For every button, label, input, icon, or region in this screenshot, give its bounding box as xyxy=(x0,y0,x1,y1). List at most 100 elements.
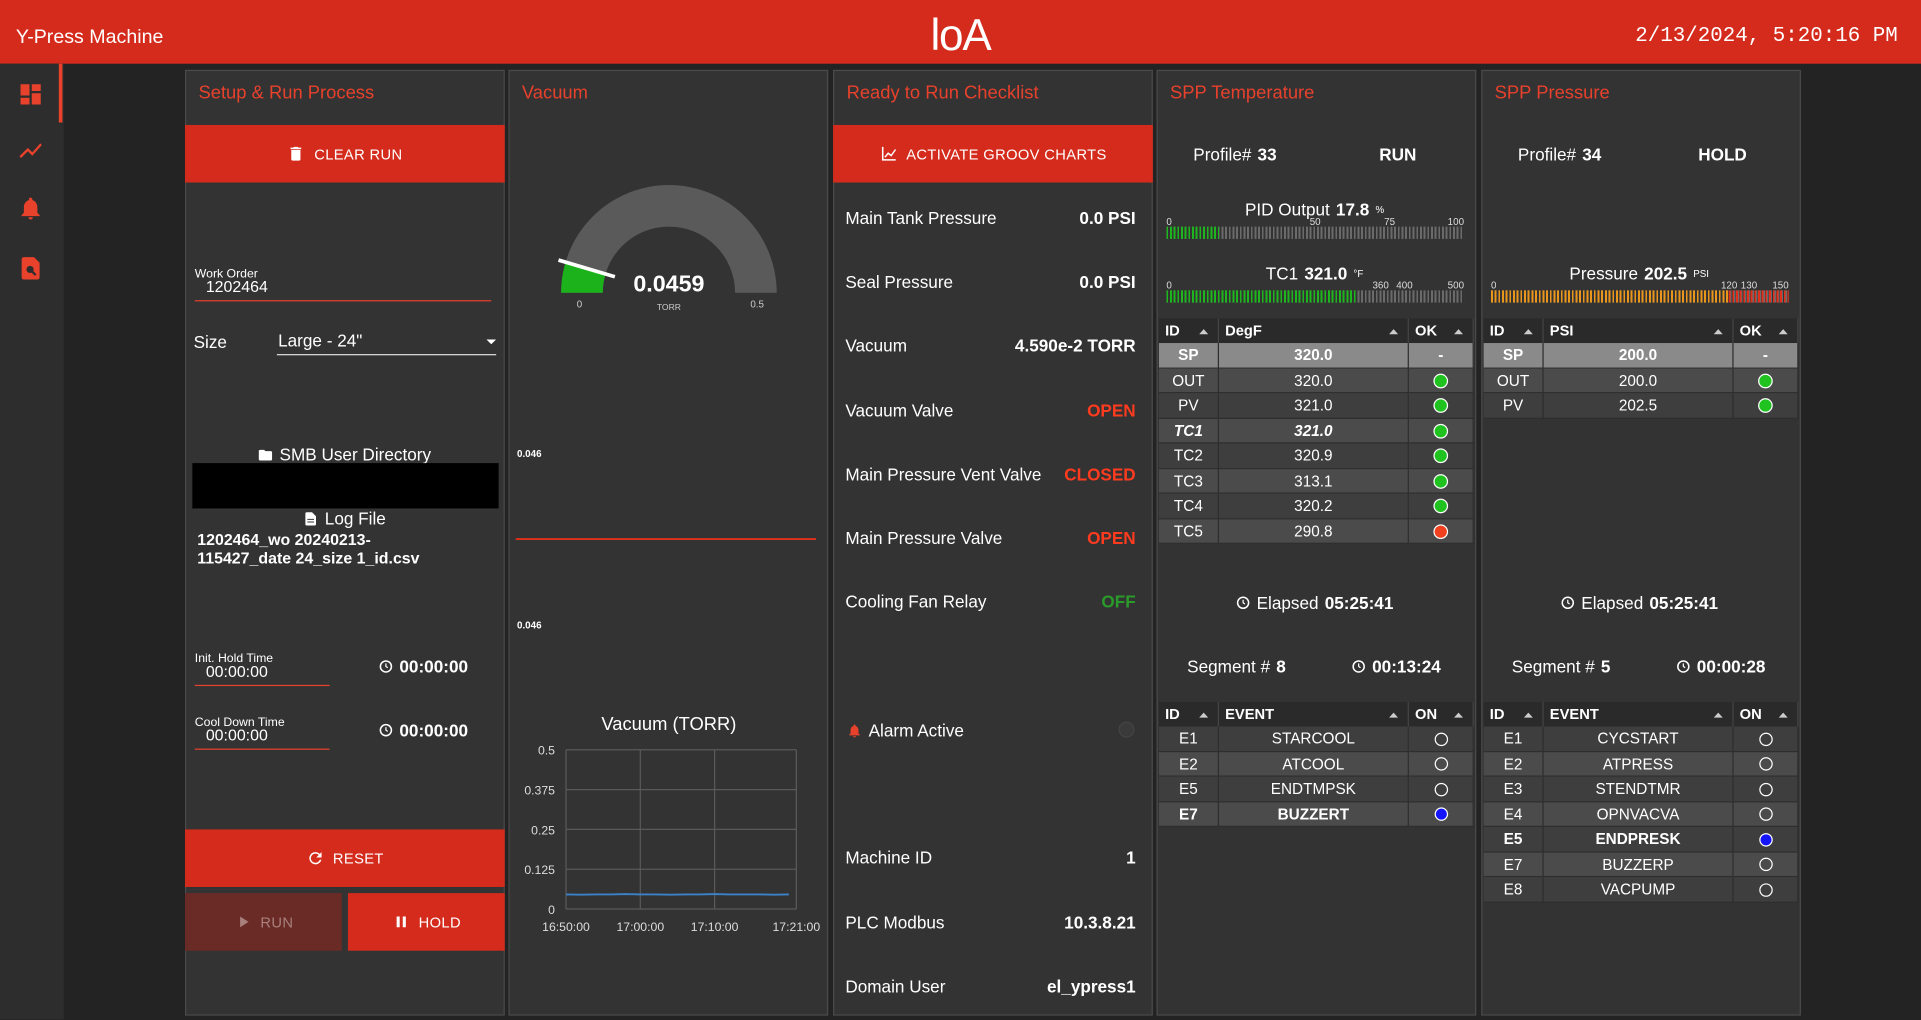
segment: Segment #5 xyxy=(1512,657,1611,677)
table-cell: ATCOOL xyxy=(1219,751,1409,777)
activate-charts-button[interactable]: ACTIVATE GROOV CHARTS xyxy=(833,124,1153,183)
icon-shape xyxy=(26,265,34,274)
column-header[interactable]: OK xyxy=(1734,318,1799,344)
cell-text: E8 xyxy=(1503,881,1523,899)
column-header[interactable]: ID xyxy=(1159,701,1220,727)
column-header[interactable]: EVENT xyxy=(1544,701,1734,727)
cell-text: 320.9 xyxy=(1294,447,1333,465)
meter-tick-label: 500 xyxy=(1447,279,1465,291)
cell-text: 313.1 xyxy=(1294,472,1333,490)
table-cell: E2 xyxy=(1484,751,1544,777)
cell-text: 320.0 xyxy=(1294,347,1333,365)
cell-text: 200.0 xyxy=(1618,347,1658,365)
nav-button[interactable] xyxy=(17,255,44,282)
text: 8 xyxy=(1276,656,1286,677)
column-header[interactable]: ID xyxy=(1159,318,1220,344)
refresh-icon xyxy=(309,852,322,865)
play-icon xyxy=(239,916,248,928)
table-row xyxy=(1483,726,1799,752)
column-header[interactable]: ON xyxy=(1409,701,1474,727)
table-row xyxy=(1158,518,1474,544)
panel xyxy=(508,69,829,1016)
event-dot xyxy=(1758,732,1773,746)
table-cell: 320.0 xyxy=(1219,343,1409,369)
time-input: 00:00:00 xyxy=(205,725,268,745)
info-label: Machine ID xyxy=(845,847,933,868)
table-cell: E3 xyxy=(1484,776,1544,802)
sort-icon xyxy=(1778,712,1788,718)
meter-tick-label: 75 xyxy=(1384,216,1396,228)
table-row xyxy=(1483,368,1799,394)
table-cell: TC2 xyxy=(1159,443,1220,469)
cell-text: TC1 xyxy=(1173,422,1203,440)
column-header[interactable]: DegF xyxy=(1219,318,1409,344)
cell-text: PV xyxy=(1502,397,1524,415)
column-header[interactable]: ON xyxy=(1734,701,1799,727)
reset-button[interactable]: RESET xyxy=(184,829,505,887)
table-cell xyxy=(1734,826,1799,853)
event-dot xyxy=(1434,807,1448,822)
table-cell xyxy=(1734,751,1799,777)
table-cell: 290.8 xyxy=(1219,518,1409,544)
meter-tick-label: 150 xyxy=(1772,279,1789,291)
table-row xyxy=(1158,368,1474,394)
nav-button[interactable] xyxy=(17,81,44,108)
table-cell: E1 xyxy=(1484,726,1544,752)
nav-button[interactable] xyxy=(17,195,44,222)
cell-text: STARCOOL xyxy=(1271,730,1355,748)
field-label: Size xyxy=(193,332,227,352)
icon-shape xyxy=(19,143,42,158)
cell-text: ENDTMPSK xyxy=(1270,780,1356,798)
clear-run-button[interactable]: CLEAR RUN xyxy=(184,124,505,183)
icon-shape xyxy=(1523,328,1533,334)
table-cell: TC1 xyxy=(1159,418,1220,444)
sort-icon xyxy=(1523,328,1533,334)
table-cell: 321.0 xyxy=(1219,418,1409,444)
segment-timer: 00:00:28 xyxy=(1676,657,1765,676)
table-cell xyxy=(1409,443,1474,469)
clock-icon xyxy=(1677,660,1690,673)
table-row xyxy=(1483,877,1799,903)
table-cell: OUT xyxy=(1484,368,1544,394)
table-cell: - xyxy=(1734,343,1799,369)
status-dot xyxy=(1433,473,1449,489)
column-header[interactable]: EVENT xyxy=(1219,701,1409,727)
cell-text: ATPRESS xyxy=(1602,755,1674,773)
table-cell: OPNVACVA xyxy=(1544,801,1734,827)
table-cell xyxy=(1409,518,1474,544)
folder-icon xyxy=(258,449,273,460)
meter-tick-label: 100 xyxy=(1447,216,1465,228)
cell-text: E5 xyxy=(1503,830,1523,849)
hold-button[interactable]: HOLD xyxy=(347,893,505,951)
column-header[interactable]: PSI xyxy=(1544,318,1734,344)
button-label: RESET xyxy=(332,849,384,867)
table-header xyxy=(1158,701,1474,727)
button-label: RUN xyxy=(260,913,294,931)
table-cell: ENDPRESK xyxy=(1544,826,1734,853)
column-header[interactable]: ID xyxy=(1484,318,1544,344)
table-cell: ENDTMPSK xyxy=(1219,776,1409,802)
table-cell: VACPUMP xyxy=(1544,877,1734,903)
panel-title: Vacuum xyxy=(521,82,588,104)
sort-icon xyxy=(1454,328,1464,334)
header-text: ID xyxy=(1165,705,1180,723)
meter-tick-label: 50 xyxy=(1309,216,1321,228)
icon-shape xyxy=(20,84,41,105)
alarm-led xyxy=(1118,721,1135,738)
run-button[interactable]: RUN xyxy=(184,893,342,951)
log-file-name: 1202464_wo 20240213-115427_date 24_size … xyxy=(197,530,420,568)
datetime: 2/13/2024, 5:20:16 PM xyxy=(1635,25,1898,49)
table-cell: 200.0 xyxy=(1544,368,1734,394)
table-cell xyxy=(1734,368,1799,394)
nav-button[interactable] xyxy=(17,137,44,164)
column-header[interactable]: OK xyxy=(1409,318,1474,344)
text: % xyxy=(1375,203,1385,216)
event-dot xyxy=(1434,782,1448,797)
check-value: 4.590e-2 TORR xyxy=(1014,336,1136,356)
table-cell xyxy=(1734,776,1799,802)
cell-text: SP xyxy=(1178,347,1199,365)
text: 5 xyxy=(1600,656,1611,677)
icon-shape xyxy=(379,660,393,673)
column-header[interactable]: ID xyxy=(1484,701,1544,727)
panel-title: Ready to Run Checklist xyxy=(846,82,1039,104)
